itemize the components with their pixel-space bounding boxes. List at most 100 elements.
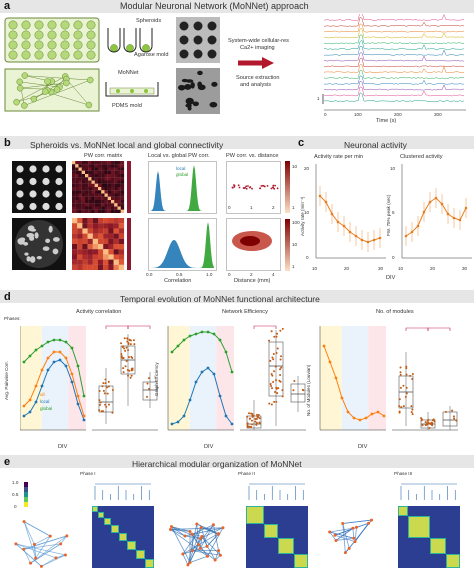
spheroid-dot: [16, 165, 24, 173]
network-node: [53, 86, 61, 93]
box-body: [442, 411, 458, 427]
c2-ytick-2: 10: [390, 166, 396, 171]
matrix-cell: [113, 218, 119, 224]
well: [47, 50, 57, 60]
graph-node: [14, 542, 18, 546]
box-point: [126, 337, 129, 340]
spheroid-dot: [29, 177, 37, 186]
corr-tick-1: 0.5: [176, 272, 183, 277]
graph-edge: [182, 553, 189, 566]
graph-edge: [182, 546, 208, 555]
matrix-cell: [81, 170, 86, 175]
matrix-cell: [101, 167, 105, 171]
module-core: [93, 507, 97, 511]
box-point: [279, 329, 282, 332]
graph-edge: [213, 524, 219, 551]
graph-edge: [201, 536, 216, 561]
graph-edge: [189, 555, 208, 563]
matrix-cell: [81, 167, 86, 171]
matrix-cell: [92, 244, 99, 250]
matrix-cell: [101, 200, 105, 204]
box-point: [281, 395, 284, 398]
matrix-cell: [120, 180, 125, 184]
e-cbar-tick-2: 0: [14, 504, 17, 509]
matrix-cell: [91, 206, 95, 210]
monnet-blob: [197, 70, 203, 76]
graph-node: [59, 542, 63, 546]
box-point: [293, 379, 296, 382]
matrix-cell: [117, 174, 121, 178]
box-point: [292, 389, 295, 392]
matrix-cell: [103, 233, 109, 239]
matrix-cell: [108, 218, 114, 224]
legend-global: global: [176, 172, 189, 177]
matrix-cell: [101, 170, 105, 175]
matrix-cell: [94, 183, 99, 188]
matrix-cell: [118, 223, 125, 229]
matrix-cell: [72, 187, 76, 191]
matrix-cell: [75, 161, 79, 165]
network-node: [44, 78, 51, 85]
well: [60, 50, 70, 60]
matrix-cell: [72, 244, 78, 250]
box-point: [271, 356, 274, 359]
matrix-cell: [98, 187, 102, 191]
box-point: [279, 373, 282, 376]
box-point: [120, 342, 123, 345]
box-point: [399, 371, 402, 374]
phase-shade-ii: [341, 326, 369, 430]
box-point: [256, 415, 259, 418]
box-point: [276, 347, 279, 350]
matrix-cell: [82, 223, 88, 229]
matrix-cell: [111, 193, 115, 197]
box-point: [104, 378, 107, 381]
matrix-cell: [98, 223, 104, 229]
matrix-cell: [114, 161, 118, 165]
matrix-cell: [81, 174, 86, 178]
corr-matrix-spheroids: [72, 161, 131, 213]
hierarchical-modules-figure: [14, 482, 460, 568]
matrix-cell: [91, 200, 95, 204]
box-point: [246, 424, 249, 427]
spheroid-dot: [29, 165, 37, 173]
network-node: [21, 102, 28, 109]
matrix-cell: [72, 180, 76, 184]
box-point: [274, 390, 277, 393]
box-point: [411, 377, 414, 380]
graph-node: [334, 538, 338, 542]
scatter-point: [260, 185, 263, 187]
matrix-cell: [98, 244, 104, 250]
matrix-cell: [114, 174, 118, 178]
monnet-blob: [185, 79, 194, 83]
analysis-label-2: and analysis: [240, 82, 272, 88]
graph-edge: [171, 526, 201, 539]
matrix-cell: [114, 180, 118, 184]
matrix-cell: [111, 190, 115, 194]
matrix-cell: [113, 249, 119, 255]
panel-d-title: Temporal evolution of MoNNet functional …: [120, 294, 320, 304]
box-point: [273, 335, 276, 338]
graph-edge: [34, 544, 37, 559]
matrix-cell: [72, 190, 76, 194]
matrix-cell: [88, 209, 92, 213]
matrix-cell: [85, 203, 89, 207]
section-band-d: [0, 290, 474, 303]
analysis-label-1: Source extraction: [236, 75, 280, 81]
c1-xtick-2: 30: [378, 266, 384, 271]
matrix-cell: [78, 167, 82, 171]
matrix-cell: [94, 209, 99, 213]
box-point: [246, 415, 249, 418]
box-point: [399, 386, 402, 389]
matrix-cell: [91, 174, 95, 178]
matrix-cell: [81, 203, 86, 207]
graph-node: [39, 564, 43, 568]
matrix-cell: [75, 203, 79, 207]
box-point: [107, 403, 110, 406]
matrix-cell: [111, 170, 115, 175]
matrix-cell: [72, 264, 78, 270]
matrix-cell: [103, 228, 109, 234]
well: [47, 20, 57, 30]
module-core: [128, 542, 135, 549]
graph-node: [198, 546, 202, 550]
matrix-cell: [91, 187, 95, 191]
